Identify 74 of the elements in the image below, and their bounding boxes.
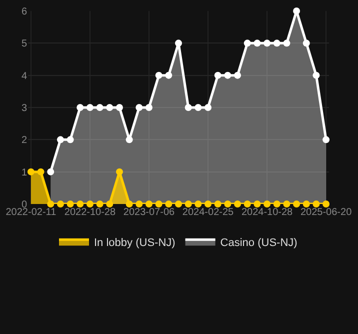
y-tick-label: 3 [21, 103, 28, 114]
x-tick-label: 2022-10-28 [64, 207, 116, 218]
y-tick-label: 5 [21, 38, 28, 50]
point [66, 136, 74, 144]
point [96, 104, 104, 111]
point [204, 200, 212, 208]
point [47, 200, 54, 208]
point [273, 40, 280, 47]
point [254, 40, 261, 47]
point [76, 200, 84, 208]
point [47, 168, 54, 176]
point [283, 40, 290, 47]
point [155, 200, 162, 208]
point [322, 200, 330, 208]
point [175, 200, 182, 208]
point [116, 168, 123, 176]
point [273, 200, 280, 208]
point [27, 168, 34, 176]
point [264, 200, 271, 208]
point [86, 200, 94, 208]
point [96, 200, 104, 208]
point [126, 200, 133, 208]
y-tick-label: 2 [21, 135, 28, 146]
point [136, 200, 143, 208]
y-tick-label: 4 [21, 70, 28, 82]
point [184, 104, 192, 111]
point [302, 200, 310, 208]
point [76, 104, 84, 111]
point [244, 200, 251, 208]
point [106, 104, 114, 111]
point [254, 200, 261, 208]
point [194, 104, 202, 111]
point [37, 168, 44, 176]
point [165, 200, 172, 208]
point [293, 200, 300, 208]
point [234, 200, 242, 208]
point [145, 104, 152, 111]
point [302, 40, 310, 47]
point [126, 136, 133, 144]
point [106, 200, 114, 208]
point [136, 104, 143, 111]
point [214, 200, 222, 208]
point [184, 200, 192, 208]
legend-label: Casino (US-NJ) [220, 236, 298, 249]
point [214, 72, 222, 79]
x-tick-label: 2022-02-11 [6, 207, 57, 218]
x-tick-label: 2024-02-25 [182, 207, 234, 218]
x-tick-label: 2025-06-20 [300, 207, 352, 218]
point [66, 200, 74, 208]
point [145, 200, 152, 208]
point [264, 40, 271, 47]
point [175, 40, 182, 47]
point [312, 200, 320, 208]
point [56, 200, 64, 208]
point [322, 136, 330, 144]
x-tick-label: 2024-10-28 [241, 207, 294, 218]
point [86, 104, 94, 111]
legend-label: In lobby (US-NJ) [94, 236, 176, 249]
y-tick-label: 6 [21, 6, 28, 18]
point [155, 72, 162, 79]
point [224, 72, 232, 79]
point [204, 104, 212, 111]
point [194, 200, 202, 208]
point [165, 72, 172, 79]
point [234, 72, 242, 79]
point [283, 200, 290, 208]
point [224, 200, 232, 208]
y-tick-label: 1 [21, 167, 28, 178]
point [116, 104, 123, 111]
x-tick-label: 2023-07-06 [123, 207, 176, 218]
point [244, 40, 251, 47]
point [312, 72, 320, 79]
point [293, 8, 300, 14]
point [56, 136, 64, 144]
